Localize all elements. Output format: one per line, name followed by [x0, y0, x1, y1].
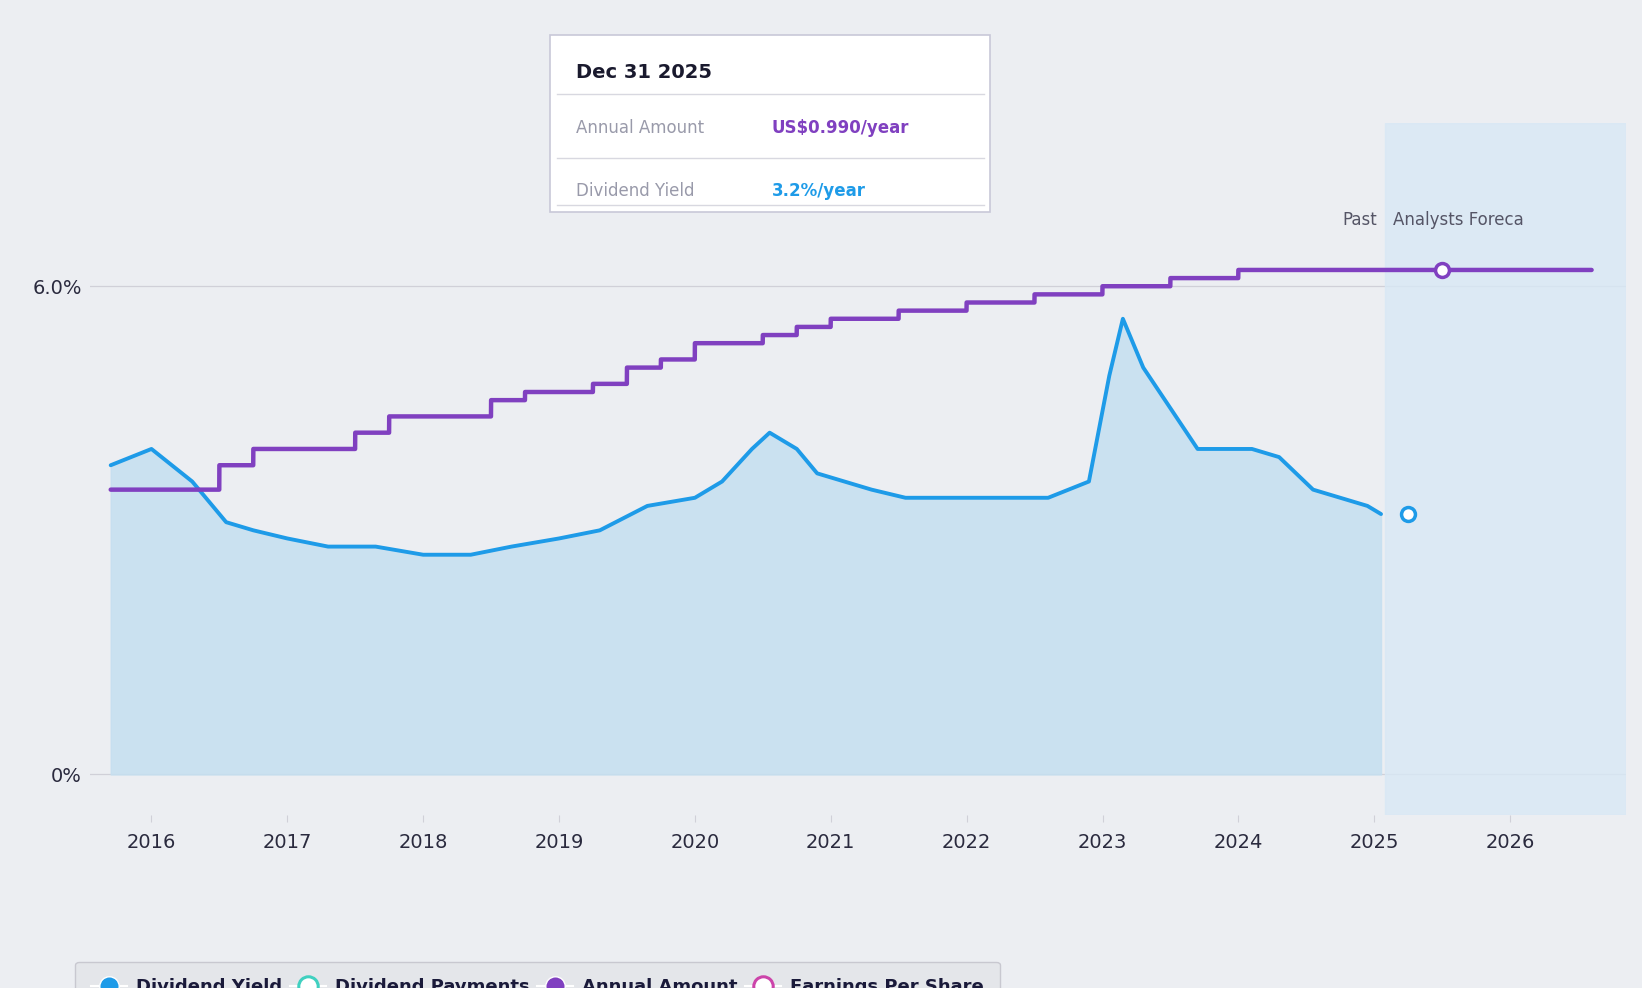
Legend: Dividend Yield, Dividend Payments, Annual Amount, Earnings Per Share: Dividend Yield, Dividend Payments, Annua… [76, 961, 1000, 988]
Text: US$0.990/year: US$0.990/year [772, 120, 910, 137]
Text: Dec 31 2025: Dec 31 2025 [576, 62, 713, 82]
Text: Annual Amount: Annual Amount [576, 120, 704, 137]
Text: Past: Past [1342, 211, 1378, 229]
Bar [1386, 124, 1626, 815]
Text: Dividend Yield: Dividend Yield [576, 182, 695, 200]
Text: Analysts Foreca: Analysts Foreca [1394, 211, 1524, 229]
Text: 3.2%/year: 3.2%/year [772, 182, 865, 200]
